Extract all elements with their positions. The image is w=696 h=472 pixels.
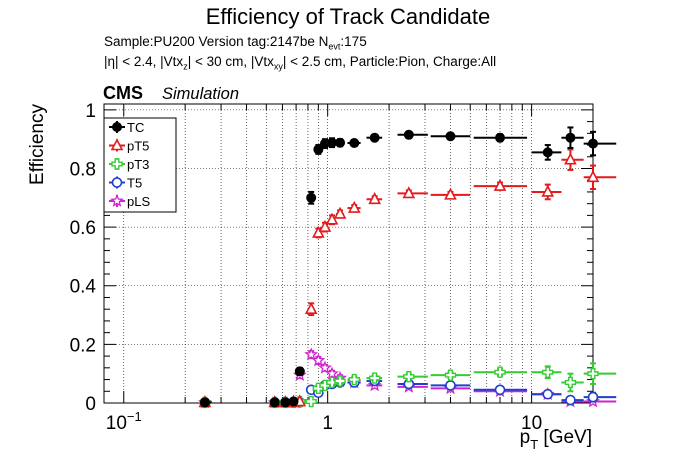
x-axis-label: pT [GeV] xyxy=(520,427,592,452)
subtitle-sample-text: Sample:PU200 Version tag:2147be N xyxy=(104,34,329,49)
legend-pls-label: pLS xyxy=(127,194,150,209)
pt5-point xyxy=(325,212,339,225)
tc-point xyxy=(495,132,506,143)
pt5-point xyxy=(368,192,382,205)
pt5-point xyxy=(304,301,318,314)
subtitle-cuts-line: |η| < 2.4, |Vtxz| < 30 cm, |Vtxxy| < 2.5… xyxy=(104,54,496,72)
t5-point xyxy=(542,388,554,400)
nevt-value: :175 xyxy=(340,34,367,49)
legend-tc-label: TC xyxy=(127,120,144,135)
legend-tc-marker xyxy=(112,122,122,132)
pt3-point xyxy=(494,366,506,378)
tc-point xyxy=(313,144,324,155)
pt5-point xyxy=(402,186,416,199)
pt3-point xyxy=(564,376,577,389)
tc-point xyxy=(280,397,291,408)
y-tick-label: 0.2 xyxy=(70,335,96,356)
tc-point xyxy=(288,396,299,407)
x-tick-label: 1 xyxy=(322,413,333,434)
pls-point xyxy=(311,353,326,367)
pt3-point xyxy=(334,375,346,387)
x-tick-label: 10−1 xyxy=(106,409,142,434)
tc-point xyxy=(445,131,456,142)
t5-point xyxy=(445,380,456,391)
legend-pt3-label: pT3 xyxy=(127,157,149,172)
tc-point xyxy=(349,137,360,148)
pt5-point xyxy=(444,187,457,200)
t5-point xyxy=(587,391,599,403)
cuts-vtxz-text: | < 30 cm, |Vtx xyxy=(187,54,274,69)
pt3-point xyxy=(305,395,317,408)
vtx-xy-subscript: xy xyxy=(273,61,283,72)
pt5-point xyxy=(541,184,555,197)
simulation-label: Simulation xyxy=(162,85,240,103)
pt5-point xyxy=(564,152,577,165)
vtx-z-subscript: z xyxy=(183,61,188,72)
cuts-rest-text: | < 2.5 cm, Particle:Pion, Charge:All xyxy=(282,54,497,69)
tc-point xyxy=(403,129,414,140)
x-tick-label: 10 xyxy=(521,413,542,434)
tc-point xyxy=(306,192,317,203)
pls-point xyxy=(304,347,319,361)
pt3-point xyxy=(542,366,554,378)
cuts-eta-text: |η| < 2.4, |Vtx xyxy=(104,54,184,69)
pt3-point xyxy=(444,369,457,381)
subtitle-sample-line: Sample:PU200 Version tag:2147be Nevt:175 xyxy=(104,34,367,52)
tc-point xyxy=(565,132,576,143)
tc-point xyxy=(199,397,210,408)
t5-point xyxy=(565,394,576,406)
y-tick-label: 0.4 xyxy=(70,277,97,298)
pt3-point xyxy=(348,373,360,386)
legend-pls-marker xyxy=(110,193,124,207)
pls-point xyxy=(318,360,332,374)
legend-t5-label: T5 xyxy=(127,176,142,191)
cms-label: CMS xyxy=(103,83,143,103)
pt5-point xyxy=(318,219,332,232)
pt3-point xyxy=(403,370,415,383)
tc-point xyxy=(542,147,553,158)
tc-point xyxy=(588,138,598,149)
tc-point xyxy=(335,137,346,148)
y-tick-label: 1 xyxy=(85,101,96,122)
legend-pt5-marker xyxy=(110,138,124,151)
y-tick-label: 0.8 xyxy=(70,159,96,180)
pt3-point xyxy=(368,372,381,384)
y-tick-label: 0 xyxy=(85,394,96,415)
legend-pt3-marker xyxy=(111,158,123,170)
pt3-point xyxy=(326,376,338,389)
pt5-point xyxy=(347,200,361,213)
plot-frame xyxy=(103,103,594,404)
legend-t5-marker xyxy=(111,177,123,188)
tc-point xyxy=(369,132,380,143)
chart-title: Efficiency of Track Candidate xyxy=(205,4,491,29)
pt5-point xyxy=(586,170,600,183)
pls-point xyxy=(325,366,339,380)
tc-point xyxy=(294,366,305,377)
pt3-point xyxy=(587,367,599,380)
pt5-point xyxy=(312,225,325,238)
tc-point xyxy=(269,397,280,408)
legend-pt5-label: pT5 xyxy=(127,139,149,154)
y-axis-label: Efficiency xyxy=(27,104,48,185)
pt5-point xyxy=(333,206,347,219)
y-tick-label: 0.6 xyxy=(70,218,96,239)
nevt-subscript: evt xyxy=(328,41,341,52)
t5-point xyxy=(494,384,506,396)
pt5-point xyxy=(493,178,507,191)
